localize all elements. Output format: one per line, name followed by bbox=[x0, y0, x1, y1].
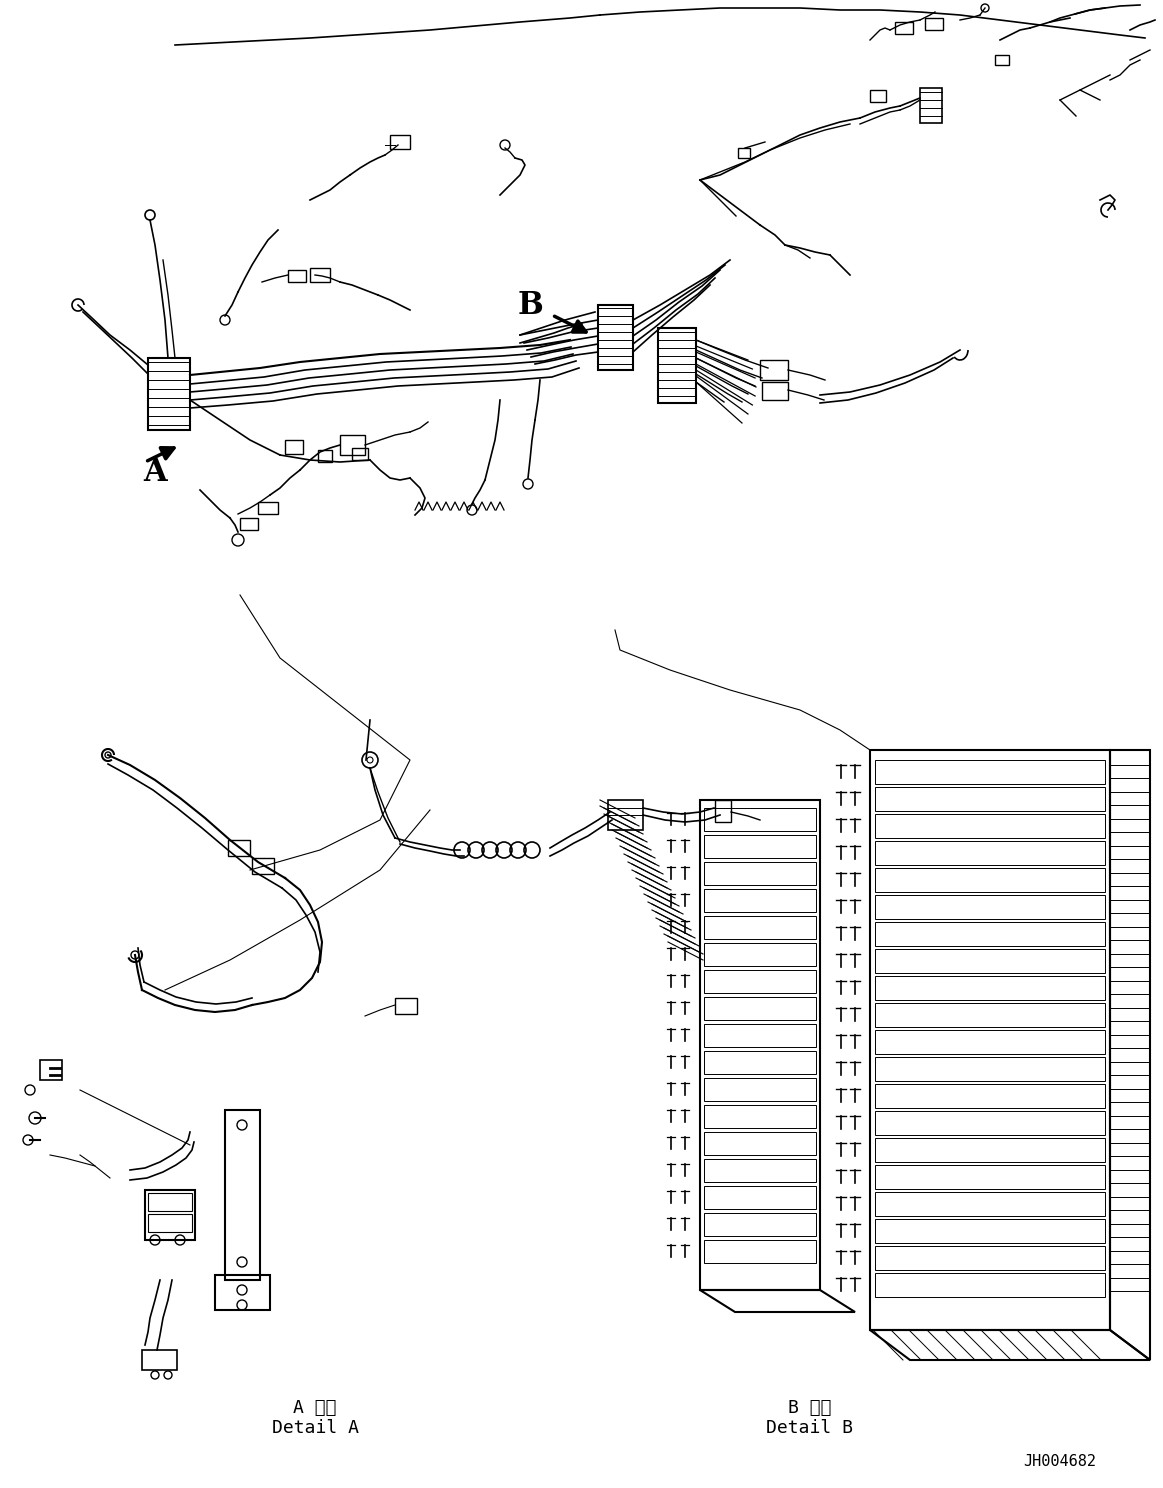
Bar bbox=[759, 360, 789, 379]
Bar bbox=[598, 305, 633, 371]
Bar bbox=[700, 801, 820, 1290]
Bar bbox=[658, 327, 695, 403]
Bar bbox=[875, 760, 1105, 784]
Bar bbox=[224, 1110, 261, 1280]
Bar bbox=[395, 998, 418, 1013]
Bar bbox=[762, 382, 789, 400]
Bar bbox=[40, 1059, 62, 1080]
Bar bbox=[715, 801, 732, 821]
Bar bbox=[145, 1190, 195, 1240]
Text: Detail B: Detail B bbox=[766, 1420, 854, 1437]
Bar bbox=[875, 787, 1105, 811]
Text: A: A bbox=[143, 457, 166, 488]
Bar bbox=[875, 894, 1105, 920]
Bar bbox=[875, 841, 1105, 865]
Bar bbox=[704, 862, 816, 885]
Bar bbox=[704, 1240, 816, 1263]
Bar bbox=[704, 835, 816, 859]
Bar bbox=[608, 801, 643, 830]
Bar bbox=[285, 440, 304, 454]
Bar bbox=[704, 917, 816, 939]
Bar bbox=[875, 1219, 1105, 1242]
Bar bbox=[704, 1077, 816, 1101]
Bar bbox=[875, 923, 1105, 946]
Bar bbox=[704, 1159, 816, 1181]
Bar bbox=[704, 1024, 816, 1048]
Bar bbox=[875, 1083, 1105, 1109]
Bar bbox=[704, 1132, 816, 1155]
Bar bbox=[704, 888, 816, 912]
Bar bbox=[142, 1350, 177, 1370]
Bar bbox=[875, 1165, 1105, 1189]
Bar bbox=[704, 943, 816, 966]
Bar bbox=[288, 269, 306, 283]
Text: A 詳細: A 詳細 bbox=[293, 1399, 337, 1417]
Text: B: B bbox=[518, 290, 543, 320]
Text: JH004682: JH004682 bbox=[1023, 1454, 1097, 1470]
Bar bbox=[925, 18, 943, 30]
Bar bbox=[875, 1138, 1105, 1162]
Bar bbox=[875, 1030, 1105, 1054]
Bar bbox=[875, 1274, 1105, 1298]
Bar bbox=[240, 518, 258, 530]
Bar bbox=[875, 814, 1105, 838]
Bar bbox=[704, 1186, 816, 1208]
Bar bbox=[704, 997, 816, 1019]
Bar bbox=[228, 841, 250, 856]
Bar bbox=[252, 859, 274, 873]
Text: B 詳細: B 詳細 bbox=[789, 1399, 832, 1417]
Bar bbox=[896, 22, 913, 34]
Bar bbox=[704, 1106, 816, 1128]
Bar bbox=[258, 501, 278, 513]
Bar bbox=[875, 976, 1105, 1000]
Bar bbox=[704, 808, 816, 830]
Bar bbox=[148, 1214, 192, 1232]
Bar bbox=[875, 1245, 1105, 1269]
Bar bbox=[920, 88, 942, 124]
Bar bbox=[311, 268, 330, 283]
Bar bbox=[870, 89, 886, 103]
Bar bbox=[996, 55, 1009, 65]
Bar bbox=[352, 448, 368, 460]
Bar bbox=[875, 868, 1105, 891]
Bar bbox=[739, 147, 750, 158]
Bar bbox=[875, 1056, 1105, 1080]
Bar bbox=[870, 750, 1110, 1330]
Bar bbox=[875, 1003, 1105, 1027]
Bar bbox=[704, 1051, 816, 1074]
Text: Detail A: Detail A bbox=[271, 1420, 358, 1437]
Bar bbox=[390, 135, 411, 149]
Bar bbox=[317, 449, 331, 461]
Bar bbox=[875, 1192, 1105, 1216]
Bar bbox=[704, 1213, 816, 1237]
Bar bbox=[704, 970, 816, 992]
Bar bbox=[875, 1112, 1105, 1135]
Bar bbox=[215, 1275, 270, 1309]
Bar bbox=[148, 359, 190, 430]
Bar bbox=[148, 1193, 192, 1211]
Bar bbox=[875, 949, 1105, 973]
Bar bbox=[340, 434, 365, 455]
